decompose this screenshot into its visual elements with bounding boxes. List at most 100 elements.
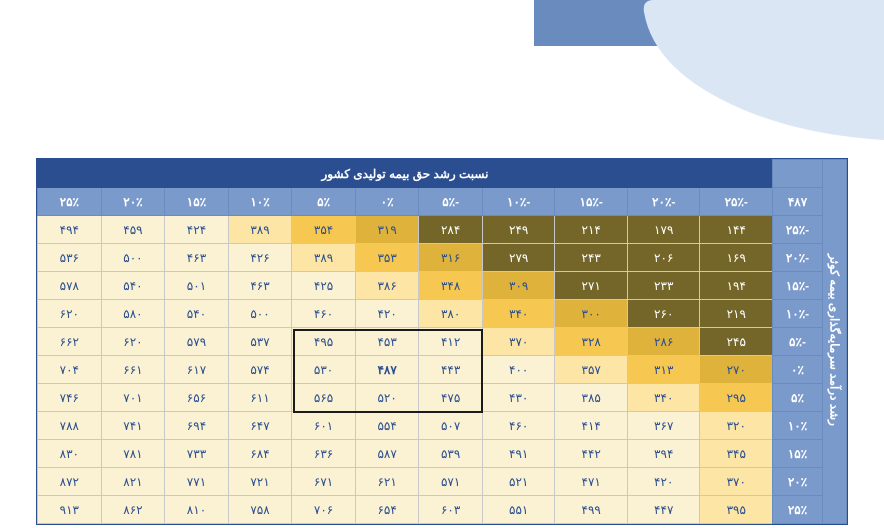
data-cell: ۳۴۰ — [482, 300, 555, 328]
data-cell: ۷۳۳ — [165, 440, 229, 468]
data-cell: ۸۶۲ — [101, 496, 165, 524]
data-cell: ۳۲۰ — [700, 412, 773, 440]
data-cell: ۳۸۹ — [228, 216, 292, 244]
data-cell: ۶۱۱ — [228, 384, 292, 412]
data-cell: ۳۵۳ — [355, 244, 419, 272]
data-cell: ۴۱۴ — [555, 412, 628, 440]
data-cell: ۴۶۰ — [292, 300, 356, 328]
data-cell: ۲۴۵ — [700, 328, 773, 356]
data-cell: ۴۶۰ — [482, 412, 555, 440]
data-cell: ۲۱۹ — [700, 300, 773, 328]
data-cell: ۲۱۴ — [555, 216, 628, 244]
data-cell: ۱۶۹ — [700, 244, 773, 272]
data-cell: ۳۸۹ — [292, 244, 356, 272]
data-cell: ۶۹۴ — [165, 412, 229, 440]
data-cell: ۷۸۸ — [38, 412, 102, 440]
data-cell: ۶۳۶ — [292, 440, 356, 468]
data-cell: ۴۲۶ — [228, 244, 292, 272]
data-cell: ۵۲۰ — [355, 384, 419, 412]
data-cell: ۸۷۲ — [38, 468, 102, 496]
data-cell: ۴۵۹ — [101, 216, 165, 244]
col-header: -۱۰٪ — [482, 188, 555, 216]
data-cell: ۷۵۸ — [228, 496, 292, 524]
data-cell: ۲۸۴ — [419, 216, 483, 244]
data-cell: ۳۰۰ — [555, 300, 628, 328]
data-cell: ۴۲۰ — [355, 300, 419, 328]
data-cell: ۲۸۶ — [627, 328, 700, 356]
data-cell: ۱۹۴ — [700, 272, 773, 300]
data-cell: ۶۲۰ — [38, 300, 102, 328]
data-cell: ۴۷۱ — [555, 468, 628, 496]
data-cell: ۵۴۰ — [165, 300, 229, 328]
data-cell: ۲۴۳ — [555, 244, 628, 272]
row-header: ۰٪ — [773, 356, 823, 384]
data-cell: ۴۲۴ — [165, 216, 229, 244]
data-cell: ۵۰۷ — [419, 412, 483, 440]
row-header: ۲۰٪ — [773, 468, 823, 496]
data-cell: ۶۵۴ — [355, 496, 419, 524]
data-cell: ۳۱۳ — [627, 356, 700, 384]
data-cell: ۴۲۵ — [292, 272, 356, 300]
row-header: -۱۰٪ — [773, 300, 823, 328]
data-cell: ۲۰۶ — [627, 244, 700, 272]
data-cell: ۴۰۰ — [482, 356, 555, 384]
data-cell: ۶۰۱ — [292, 412, 356, 440]
col-header: ۲۰٪ — [101, 188, 165, 216]
data-cell: ۸۳۰ — [38, 440, 102, 468]
data-cell: ۵۷۴ — [228, 356, 292, 384]
data-cell: ۵۷۱ — [419, 468, 483, 496]
data-cell: ۶۶۲ — [38, 328, 102, 356]
pivot-cell: ۴۸۷ — [773, 188, 823, 216]
data-cell: ۳۴۰ — [627, 384, 700, 412]
data-cell: ۳۱۹ — [355, 216, 419, 244]
row-header: -۵٪ — [773, 328, 823, 356]
row-header: -۲۰٪ — [773, 244, 823, 272]
data-cell: ۳۸۰ — [419, 300, 483, 328]
data-cell: ۳۹۴ — [627, 440, 700, 468]
data-cell: ۳۱۶ — [419, 244, 483, 272]
data-cell: ۲۷۰ — [700, 356, 773, 384]
data-cell: ۶۵۶ — [165, 384, 229, 412]
data-cell: ۳۹۵ — [700, 496, 773, 524]
data-cell: ۶۷۱ — [292, 468, 356, 496]
data-cell: ۲۹۵ — [700, 384, 773, 412]
data-cell: ۷۲۱ — [228, 468, 292, 496]
col-header: -۱۵٪ — [555, 188, 628, 216]
data-cell: ۵۸۰ — [101, 300, 165, 328]
col-header: ۰٪ — [355, 188, 419, 216]
data-cell: ۵۸۷ — [355, 440, 419, 468]
data-cell: ۶۰۳ — [419, 496, 483, 524]
data-cell: ۶۱۷ — [165, 356, 229, 384]
data-cell: ۲۷۱ — [555, 272, 628, 300]
data-cell: ۵۶۵ — [292, 384, 356, 412]
data-cell: ۶۲۱ — [355, 468, 419, 496]
data-cell: ۴۴۳ — [419, 356, 483, 384]
col-header: -۵٪ — [419, 188, 483, 216]
data-cell: ۵۲۱ — [482, 468, 555, 496]
col-header: ۱۵٪ — [165, 188, 229, 216]
data-cell: ۲۴۹ — [482, 216, 555, 244]
data-cell: ۵۴۰ — [101, 272, 165, 300]
sensitivity-table: رشد درآمد سرمایه‌گذاری بیمه کوثر نسبت رش… — [37, 159, 847, 524]
data-cell: ۶۶۱ — [101, 356, 165, 384]
data-cell: ۴۵۳ — [355, 328, 419, 356]
data-cell: ۲۳۳ — [627, 272, 700, 300]
data-cell: ۱۷۹ — [627, 216, 700, 244]
data-cell: ۷۰۴ — [38, 356, 102, 384]
data-cell: ۵۳۷ — [228, 328, 292, 356]
data-cell: ۷۴۱ — [101, 412, 165, 440]
data-cell: ۵۵۱ — [482, 496, 555, 524]
data-cell: ۲۷۹ — [482, 244, 555, 272]
data-cell: ۵۷۸ — [38, 272, 102, 300]
data-cell: ۴۹۱ — [482, 440, 555, 468]
data-cell: ۵۰۰ — [228, 300, 292, 328]
side-axis-header: رشد درآمد سرمایه‌گذاری بیمه کوثر — [823, 160, 847, 524]
data-cell: ۳۵۷ — [555, 356, 628, 384]
col-header: ۵٪ — [292, 188, 356, 216]
data-cell: ۱۴۴ — [700, 216, 773, 244]
corner-blank — [773, 160, 823, 188]
col-header: -۲۰٪ — [627, 188, 700, 216]
data-cell: ۳۵۴ — [292, 216, 356, 244]
data-cell: ۹۱۳ — [38, 496, 102, 524]
data-cell: ۲۶۰ — [627, 300, 700, 328]
